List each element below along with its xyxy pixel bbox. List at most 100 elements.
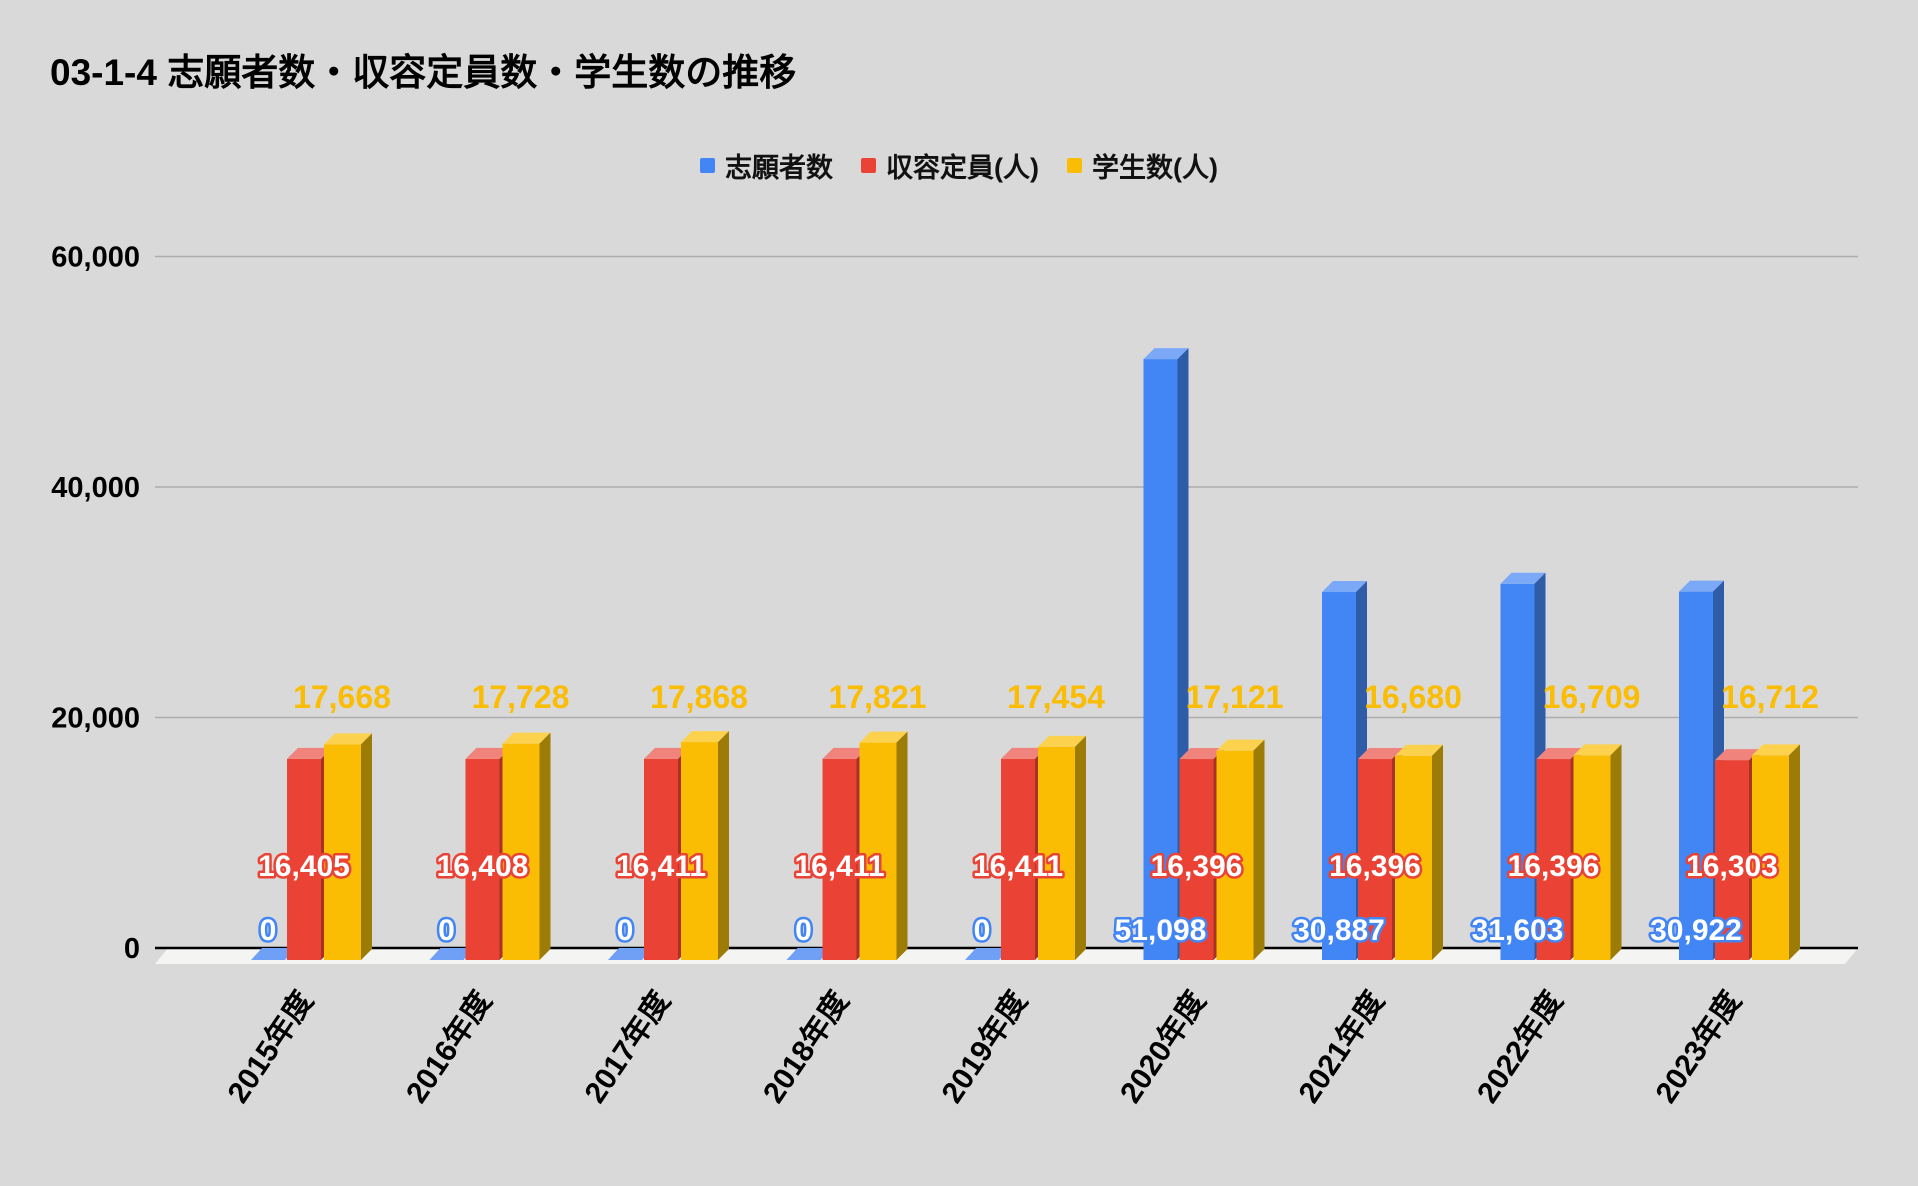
chart-title: 03-1-4 志願者数・収容定員数・学生数の推移 xyxy=(50,52,797,93)
bar-side-face xyxy=(1253,739,1265,960)
bar-top-face xyxy=(1216,739,1265,751)
bar-side-face xyxy=(1610,744,1622,960)
bar-学生数(人) xyxy=(1395,755,1432,960)
bar-学生数(人) xyxy=(1038,746,1075,960)
y-tick-label: 0 xyxy=(124,933,140,965)
value-label-志願者数: 0 xyxy=(974,914,991,947)
x-axis-label: 2019年度 xyxy=(936,985,1034,1109)
bar-top-face xyxy=(1038,735,1086,747)
bar-収容定員(人) xyxy=(465,758,500,960)
bar-top-face xyxy=(287,747,332,759)
x-axis-label: 2017年度 xyxy=(579,985,677,1109)
bar-side-face xyxy=(1075,735,1086,960)
x-axis-label: 2016年度 xyxy=(400,985,498,1109)
bar-学生数(人) xyxy=(859,742,897,960)
x-axis-label: 2015年度 xyxy=(222,985,320,1109)
value-label-収容定員(人): 16,396 xyxy=(1329,850,1421,883)
bar-top-face xyxy=(1715,749,1760,761)
bar-学生数(人) xyxy=(1573,755,1611,960)
bar-top-face xyxy=(1573,744,1622,756)
bar-top-face xyxy=(681,731,729,743)
value-label-収容定員(人): 16,411 xyxy=(973,850,1063,883)
value-label-志願者数: 0 xyxy=(260,914,277,947)
y-tick-label: 40,000 xyxy=(51,472,140,504)
bar-flat-志願者数 xyxy=(608,948,653,960)
bar-top-face xyxy=(1322,581,1367,593)
value-label-収容定員(人): 16,411 xyxy=(794,850,884,883)
bar-flat-志願者数 xyxy=(429,948,475,960)
bar-top-face xyxy=(644,747,689,759)
value-label-学生数(人): 16,709 xyxy=(1543,679,1641,715)
bar-top-face xyxy=(502,732,551,744)
value-label-学生数(人): 16,712 xyxy=(1721,679,1819,715)
bar-top-face xyxy=(1536,748,1582,760)
bar-収容定員(人) xyxy=(1358,759,1392,960)
bar-side-face xyxy=(718,731,729,960)
bar-学生数(人) xyxy=(681,742,718,960)
legend-swatch xyxy=(861,158,877,173)
value-label-志願者数: 0 xyxy=(438,914,455,947)
y-tick-label: 60,000 xyxy=(51,242,140,274)
y-tick-label: 20,000 xyxy=(51,703,140,735)
bar-学生数(人) xyxy=(1752,755,1789,960)
bar-top-face xyxy=(1143,348,1189,360)
x-axis-label: 2021年度 xyxy=(1293,985,1391,1109)
bar-top-face xyxy=(1001,747,1046,759)
bar-収容定員(人) xyxy=(822,758,857,960)
value-label-収容定員(人): 16,405 xyxy=(258,850,350,883)
bar-flat-志願者数 xyxy=(786,948,832,960)
bar-志願者数 xyxy=(1143,359,1178,960)
bar-収容定員(人) xyxy=(1536,759,1571,960)
bar-志願者数 xyxy=(1679,591,1713,960)
x-axis-label: 2018年度 xyxy=(757,985,855,1109)
value-label-学生数(人): 17,668 xyxy=(293,679,391,715)
value-label-学生数(人): 17,454 xyxy=(1007,679,1105,715)
bar-side-face xyxy=(896,731,908,960)
bar-学生数(人) xyxy=(502,743,540,960)
bar-side-face xyxy=(361,733,372,960)
value-label-志願者数: 31,603 xyxy=(1472,914,1564,947)
bar-top-face xyxy=(822,747,868,759)
legend-item-1: 収容定員(人) xyxy=(861,146,1039,185)
value-label-志願者数: 0 xyxy=(617,914,634,947)
bar-top-face xyxy=(1752,744,1800,756)
bar-top-face xyxy=(1358,748,1403,760)
legend-item-0: 志願者数 xyxy=(700,146,833,185)
bar-志願者数 xyxy=(1322,592,1356,960)
x-axis-label: 2023年度 xyxy=(1650,985,1748,1109)
bar-flat-志願者数 xyxy=(965,948,1010,960)
bar-収容定員(人) xyxy=(1001,758,1035,960)
bar-top-face xyxy=(859,731,908,743)
bar-top-face xyxy=(1179,748,1225,760)
bar-学生数(人) xyxy=(324,744,361,960)
value-label-収容定員(人): 16,396 xyxy=(1151,850,1243,883)
legend-label: 志願者数 xyxy=(725,153,834,183)
legend-swatch xyxy=(1067,158,1082,173)
value-label-収容定員(人): 16,303 xyxy=(1686,850,1778,883)
value-label-学生数(人): 17,868 xyxy=(650,679,748,715)
bar-学生数(人) xyxy=(1216,750,1254,960)
chart-legend: 志願者数 収容定員(人) 学生数(人) xyxy=(0,146,1918,185)
bar-収容定員(人) xyxy=(287,758,321,960)
x-axis-label: 2020年度 xyxy=(1114,985,1212,1109)
bar-top-face xyxy=(1679,580,1724,592)
value-label-学生数(人): 16,680 xyxy=(1364,679,1462,715)
legend-item-2: 学生数(人) xyxy=(1067,146,1218,185)
bar-top-face xyxy=(1500,572,1546,584)
bar-収容定員(人) xyxy=(644,758,678,960)
value-label-志願者数: 51,098 xyxy=(1115,914,1207,947)
bar-top-face xyxy=(324,733,372,745)
x-axis-label: 2022年度 xyxy=(1471,985,1569,1109)
value-label-学生数(人): 17,121 xyxy=(1186,679,1284,715)
bar-side-face xyxy=(539,732,551,960)
bar-収容定員(人) xyxy=(1179,759,1214,960)
bar-収容定員(人) xyxy=(1715,760,1749,960)
value-label-志願者数: 30,922 xyxy=(1650,914,1742,947)
legend-label: 収容定員(人) xyxy=(886,153,1039,183)
bar-top-face xyxy=(465,747,511,759)
bar-top-face xyxy=(1395,744,1443,756)
value-label-収容定員(人): 16,396 xyxy=(1508,850,1600,883)
legend-label: 学生数(人) xyxy=(1092,153,1218,183)
